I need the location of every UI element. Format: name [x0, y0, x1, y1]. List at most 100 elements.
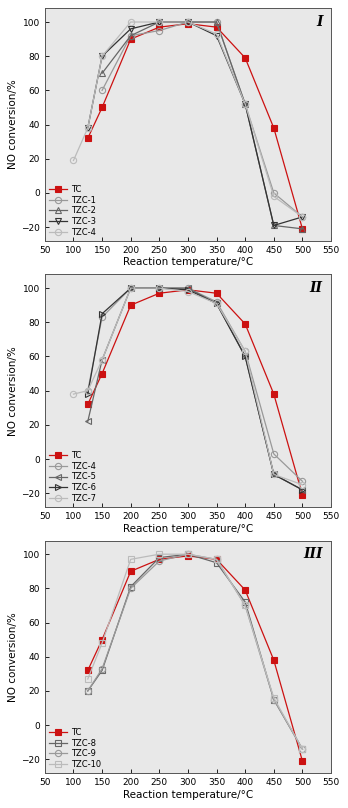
- Line: TZC-5: TZC-5: [85, 285, 306, 493]
- TZC-1: [129, 31, 133, 40]
- TC: [243, 319, 247, 329]
- TZC-8: [300, 744, 304, 754]
- TZC-9: [100, 664, 104, 674]
- TZC-4: [86, 123, 90, 133]
- TZC-9: [157, 556, 161, 566]
- TZC-4: [243, 99, 247, 109]
- Text: III: III: [303, 548, 323, 562]
- TZC-2: [272, 221, 276, 230]
- Legend: TC, TZC-8, TZC-9, TZC-10: TC, TZC-8, TZC-9, TZC-10: [48, 727, 102, 770]
- Line: TC: TC: [85, 553, 306, 764]
- TZC-6: [129, 284, 133, 293]
- Line: TC: TC: [85, 287, 306, 498]
- TZC-3: [300, 212, 304, 221]
- TZC-4: [157, 284, 161, 293]
- TZC-5: [186, 284, 190, 293]
- TZC-10: [272, 693, 276, 703]
- TZC-4: [300, 212, 304, 221]
- TC: [272, 123, 276, 133]
- Y-axis label: NO conversion/%: NO conversion/%: [8, 346, 18, 436]
- TZC-4: [100, 313, 104, 322]
- TZC-7: [272, 469, 276, 479]
- TZC-3: [100, 52, 104, 61]
- TZC-4: [100, 52, 104, 61]
- TZC-3: [272, 221, 276, 230]
- TZC-10: [186, 549, 190, 559]
- TZC-4: [214, 29, 219, 39]
- TZC-2: [214, 17, 219, 27]
- TC: [214, 288, 219, 298]
- TZC-6: [243, 351, 247, 361]
- TC: [157, 23, 161, 32]
- TZC-7: [214, 299, 219, 309]
- TZC-4: [186, 284, 190, 293]
- TZC-2: [157, 17, 161, 27]
- TZC-9: [272, 695, 276, 705]
- TZC-5: [129, 284, 133, 293]
- TC: [186, 285, 190, 295]
- TZC-8: [214, 558, 219, 567]
- TZC-2: [300, 224, 304, 234]
- TZC-7: [243, 347, 247, 356]
- TZC-2: [100, 69, 104, 78]
- TZC-9: [214, 554, 219, 564]
- Line: TZC-10: TZC-10: [85, 551, 306, 752]
- X-axis label: Reaction temperature/°C: Reaction temperature/°C: [123, 524, 253, 533]
- TZC-5: [157, 284, 161, 293]
- TZC-5: [272, 469, 276, 479]
- TZC-9: [86, 686, 90, 696]
- TC: [157, 554, 161, 564]
- TZC-7: [86, 386, 90, 396]
- TZC-1: [243, 99, 247, 109]
- TZC-3: [214, 31, 219, 40]
- Y-axis label: NO conversion/%: NO conversion/%: [8, 612, 18, 701]
- TZC-8: [272, 695, 276, 705]
- TZC-8: [100, 666, 104, 675]
- Line: TZC-7: TZC-7: [70, 285, 306, 488]
- TZC-3: [157, 17, 161, 27]
- TC: [157, 288, 161, 298]
- TZC-10: [86, 674, 90, 684]
- TZC-6: [186, 285, 190, 295]
- TZC-1: [100, 86, 104, 95]
- TZC-6: [86, 389, 90, 399]
- TZC-9: [186, 549, 190, 559]
- TC: [129, 566, 133, 576]
- TZC-10: [129, 554, 133, 564]
- TZC-4: [272, 449, 276, 459]
- TZC-7: [186, 287, 190, 297]
- Legend: TC, TZC-1, TZC-2, TZC-3, TZC-4: TC, TZC-1, TZC-2, TZC-3, TZC-4: [48, 184, 96, 238]
- TZC-10: [157, 549, 161, 559]
- TZC-2: [186, 17, 190, 27]
- TC: [100, 635, 104, 645]
- Y-axis label: NO conversion/%: NO conversion/%: [8, 80, 18, 170]
- TC: [300, 490, 304, 500]
- TC: [243, 585, 247, 595]
- TZC-7: [129, 284, 133, 293]
- Line: TZC-1: TZC-1: [99, 19, 306, 220]
- TZC-8: [86, 686, 90, 696]
- TC: [129, 34, 133, 44]
- TZC-5: [300, 485, 304, 494]
- TZC-2: [129, 31, 133, 40]
- TZC-6: [214, 299, 219, 309]
- TZC-5: [100, 355, 104, 364]
- TZC-7: [157, 284, 161, 293]
- X-axis label: Reaction temperature/°C: Reaction temperature/°C: [123, 258, 253, 267]
- TZC-10: [243, 600, 247, 610]
- TZC-3: [243, 99, 247, 109]
- TZC-6: [157, 284, 161, 293]
- TZC-5: [86, 417, 90, 427]
- TZC-3: [129, 24, 133, 34]
- TZC-9: [300, 744, 304, 754]
- Line: TZC-2: TZC-2: [99, 19, 306, 232]
- TZC-4: [243, 347, 247, 356]
- TC: [272, 655, 276, 665]
- TZC-5: [243, 351, 247, 361]
- TZC-9: [243, 600, 247, 610]
- TZC-8: [243, 597, 247, 607]
- TZC-1: [272, 188, 276, 198]
- TC: [214, 554, 219, 564]
- Line: TZC-3: TZC-3: [85, 19, 306, 229]
- TZC-2: [243, 99, 247, 109]
